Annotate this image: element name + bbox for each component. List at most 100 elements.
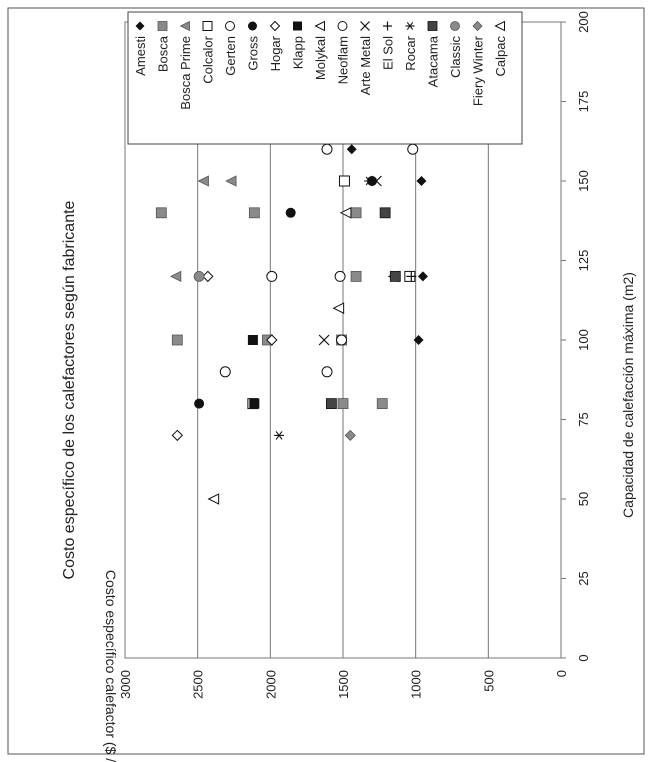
legend-label-hogar: Hogar: [268, 35, 283, 71]
point-molykal: [332, 302, 345, 315]
y-tick-label: 2500: [191, 670, 206, 699]
legend-label-amesti: Amesti: [133, 36, 148, 76]
point-bosca: [171, 334, 183, 346]
legend-label-molykal: Molykal: [313, 36, 328, 80]
point-el-sol: [406, 271, 417, 282]
legend-marker-classic: [450, 21, 460, 31]
point-classic: [193, 270, 205, 282]
legend-label-neoflam: Neoflam: [336, 36, 351, 84]
y-tick-label: 1000: [409, 670, 424, 699]
legend-marker-colcalor: [202, 21, 213, 31]
y-tick-label: 0: [554, 670, 569, 677]
x-tick-label: 150: [576, 170, 591, 192]
point-bosca: [350, 207, 362, 219]
point-bosca-prime: [169, 270, 182, 283]
point-amesti: [413, 335, 424, 345]
legend-marker-bosca: [157, 21, 168, 31]
x-tick-label: 125: [576, 250, 591, 272]
legend-label-bosca-prime: Bosca Prime: [178, 36, 193, 110]
x-tick-label: 0: [576, 654, 591, 661]
legend-label-bosca: Bosca: [156, 35, 171, 72]
legend-marker-bosca-prime: [179, 20, 190, 32]
x-tick-label: 175: [576, 91, 591, 113]
tick-labels: 0 500 1000 1500 2000 2500 3000 0 25 50 75 100 125 150…: [118, 11, 591, 699]
legend-marker-molykal: [314, 20, 325, 32]
point-gerten: [266, 270, 278, 282]
point-hogar: [202, 270, 214, 283]
y-axis-label: Costo específico calefactor ($ / M2): [103, 570, 119, 762]
point-bosca-prime: [225, 175, 237, 187]
legend-marker-calpac: [494, 20, 505, 32]
y-tick-label: 2000: [263, 670, 278, 699]
x-tick-label: 75: [576, 412, 591, 426]
point-bosca-prime: [197, 175, 209, 187]
legend-marker-fiery-winter: [472, 20, 483, 32]
point-hogar: [266, 334, 278, 346]
legend-marker-el-sol: [383, 21, 392, 31]
legend-label-arte-metal: Arte Metal: [358, 36, 373, 95]
point-gerten: [219, 366, 231, 378]
y-tick-label: 1500: [336, 670, 351, 699]
point-gerten: [407, 143, 419, 155]
legend-label-gerten: Gerten: [223, 36, 238, 76]
legend-label-classic: Classic: [448, 36, 463, 78]
point-bosca: [376, 398, 388, 410]
point-rocar: [364, 176, 375, 186]
y-tick-label: 500: [481, 670, 496, 692]
x-axis-label: Capacidad de calefacción máxima (m2): [620, 272, 636, 518]
point-bosca: [248, 207, 260, 219]
x-tick-label: 50: [576, 492, 591, 506]
point-fiery-winter: [344, 429, 356, 441]
point-amesti: [346, 144, 357, 155]
legend-marker-atacama: [427, 21, 438, 31]
point-molykal: [207, 493, 220, 505]
legend-label-gross: Gross: [246, 36, 261, 71]
point-atacama: [389, 270, 401, 282]
legend-label-rocar: Rocar: [403, 35, 418, 70]
point-rocar: [274, 431, 285, 440]
legend-marker-klapp: [293, 21, 302, 31]
point-bosca: [155, 207, 167, 219]
point-hogar: [171, 429, 184, 442]
point-gross: [194, 398, 205, 409]
legend-box: [127, 11, 523, 145]
legend-label-calpac: Calpac: [493, 36, 508, 77]
point-arte-metal: [318, 334, 330, 346]
legend-marker-hogar: [269, 20, 281, 32]
legend-marker-neoflam: [337, 21, 348, 31]
point-bosca: [337, 398, 349, 410]
point-gerten: [334, 270, 346, 282]
x-tick-label: 100: [576, 329, 591, 351]
legend-marker-arte-metal: [360, 21, 370, 31]
point-amesti: [417, 271, 428, 282]
y-tick-label: 3000: [118, 670, 133, 699]
x-tick-label: 25: [576, 571, 591, 585]
legend-label-fiery-winter: Fiery Winter: [471, 35, 486, 106]
point-gerten: [321, 366, 333, 378]
point-atacama: [379, 207, 391, 219]
point-klapp: [249, 398, 260, 409]
legend-marker-gerten: [225, 21, 235, 31]
point-colcalor: [338, 175, 350, 187]
legend-marker-gross: [248, 21, 257, 31]
point-klapp: [247, 335, 258, 345]
legend: Amesti Bosca Bosca Prime Colcalor Gerten Gros…: [127, 11, 523, 145]
point-molykal: [339, 206, 352, 219]
legend-label-el-sol: El Sol: [381, 36, 396, 70]
point-gerten: [321, 143, 333, 155]
point-atacama: [325, 398, 337, 410]
legend-marker-amesti: [135, 21, 145, 31]
point-amesti: [416, 176, 427, 186]
x-tick-label: 200: [576, 11, 591, 33]
point-bosca: [350, 270, 362, 282]
data-points: [155, 80, 428, 505]
legend-marker-rocar: [405, 22, 415, 30]
legend-label-atacama: Atacama: [426, 35, 441, 87]
chart-title: Costo específico de los calefactores seg…: [61, 200, 78, 579]
point-arte-metal: [371, 175, 382, 187]
point-neoflam: [336, 334, 348, 346]
legend-label-colcalor: Colcalor: [201, 35, 216, 83]
legend-label-klapp: Klapp: [291, 36, 306, 69]
